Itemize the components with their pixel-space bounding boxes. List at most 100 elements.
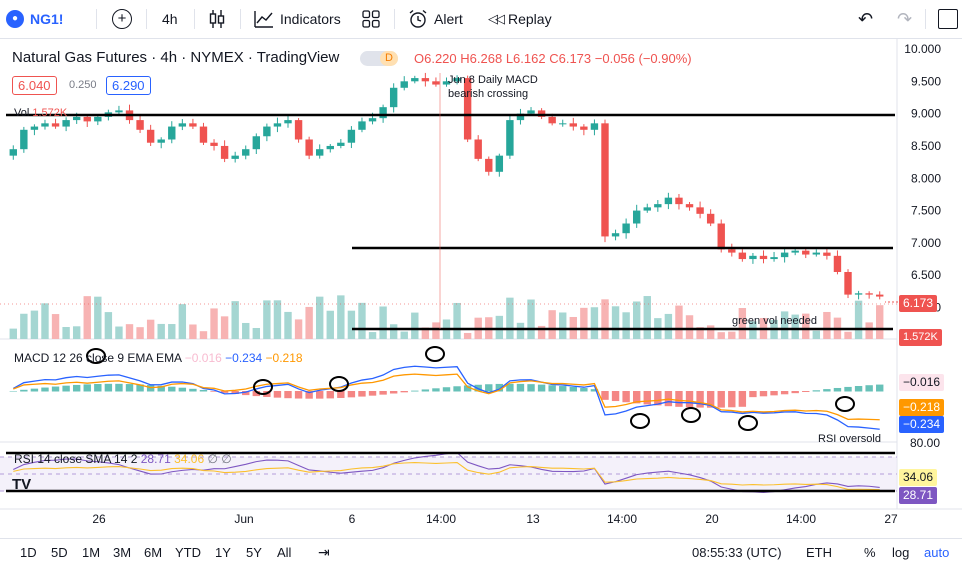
price-axis-label: 8.000 [911,171,941,185]
macd-histogram-bar [178,387,187,392]
candle-body [548,116,556,124]
macd-histogram-bar [823,389,831,392]
spread-value: 0.250 [69,79,97,91]
redo-button[interactable]: ↷ [897,0,912,38]
range-button-1m[interactable]: 1M [82,544,101,560]
buy-button[interactable]: 6.290 [106,76,151,95]
price-axis-label: 9.000 [911,107,941,121]
fullscreen-button[interactable] [938,0,958,38]
alert-label: Alert [434,11,463,27]
candle-body [51,123,60,127]
auto-toggle[interactable]: auto [924,544,950,560]
volume-bar [854,300,863,339]
candle-body [94,116,102,122]
chart-canvas[interactable]: 10.000 9.500 9.000 8.500 8.000 7.500 7.000 6.50… [0,39,962,537]
undo-button[interactable]: ↶ [858,0,873,38]
volume-legend: Vol 1.572K [14,107,67,119]
volume-bar [601,299,609,339]
volume-bar [463,332,472,339]
volume-bar [20,313,28,339]
macd-histogram-bar [231,391,239,395]
macd-histogram-bar [62,385,70,392]
rsi-sma-value: 34.06 [174,452,205,466]
low-value: L6.162 [505,51,546,66]
candle-body [273,123,282,127]
chart-type-button[interactable] [208,0,226,38]
range-button-ytd[interactable]: YTD [175,544,201,560]
interval-button[interactable]: 4h [162,0,178,38]
range-button-1d[interactable]: 1D [20,544,37,560]
candle-body [347,129,356,143]
time-axis-label: 14:00 [786,512,816,526]
macd-histogram-bar [706,391,715,408]
macd-histogram-bar [400,391,408,393]
symbol-logo-icon: ● [6,10,24,28]
time-axis-label: Jun [234,512,253,526]
indicators-button[interactable]: Indicators [254,0,341,38]
clock-readout[interactable]: 08:55:33 (UTC) [692,544,782,560]
macd-histogram-bar [83,384,91,392]
symbol-button[interactable]: ● NG1! [6,0,63,38]
macd-histogram-bar [252,391,261,397]
volume-bar [326,310,334,339]
macd-histogram-bar [379,391,387,395]
range-button-all[interactable]: All [277,544,292,560]
chart-area[interactable]: 10.000 9.500 9.000 8.500 8.000 7.500 7.000 6.50… [0,39,962,537]
log-toggle[interactable]: log [892,544,910,560]
volume-bar [506,297,514,339]
percent-toggle[interactable]: % [864,544,876,560]
macd-histogram-bar [833,387,842,392]
volume-bar [316,296,324,339]
macd-histogram-bar [72,384,81,392]
macd-histogram-bar [780,391,789,395]
compare-button[interactable]: + [112,0,132,38]
range-button-1y[interactable]: 1Y [215,544,231,560]
candle-body [580,126,588,130]
candle-body [463,78,472,140]
macd-histogram-bar [812,390,821,392]
volume-bar [72,326,81,339]
volume-bar [41,303,49,339]
alert-button[interactable]: Alert [408,0,463,38]
candle-body [844,271,852,295]
macd-histogram-bar [421,389,430,392]
rsi-label: RSI 14 close SMA 14 2 [14,452,138,466]
volume-bar [389,324,398,339]
sell-button[interactable]: 6.040 [12,76,57,95]
volume-bar [622,312,630,339]
candle-body [485,158,493,172]
candle-body [812,252,821,255]
volume-bar [368,332,377,339]
indicators-label: Indicators [280,11,341,27]
layouts-button[interactable] [362,0,380,38]
date-range-button[interactable]: ⇥ [318,539,330,565]
macd-histogram-bar [358,391,366,397]
macd-histogram-bar [622,391,630,403]
candle-body [411,78,419,82]
candle-body [770,257,778,260]
range-button-3m[interactable]: 3M [113,544,132,560]
circle-marker-drawing [738,415,758,431]
circle-marker-drawing [835,396,855,412]
macd-hist-tag: −0.016 [899,374,945,391]
session-button[interactable]: ETH [806,544,832,560]
candle-body [9,149,17,156]
macd-histogram-bar [168,386,176,392]
macd-histogram-bar [326,391,334,399]
candle-body [780,252,789,258]
macd-histogram-bar [347,391,356,398]
candle-body [675,197,683,205]
note-macd-crossing: Jun 8 Daily MACD bearish crossing [448,74,538,100]
macd-signal-value: −0.218 [265,351,303,365]
range-button-5d[interactable]: 5D [51,544,68,560]
range-button-5y[interactable]: 5Y [246,544,262,560]
macd-histogram-bar [854,386,863,392]
candle-body [474,139,482,159]
volume-bar [231,301,239,339]
macd-histogram-bar [749,391,757,398]
candle-body [146,129,155,143]
candle-body [622,223,630,234]
replay-button[interactable]: ◁◁ Replay [488,0,552,38]
volume-value: 1.572K [32,107,68,119]
range-button-6m[interactable]: 6M [144,544,163,560]
